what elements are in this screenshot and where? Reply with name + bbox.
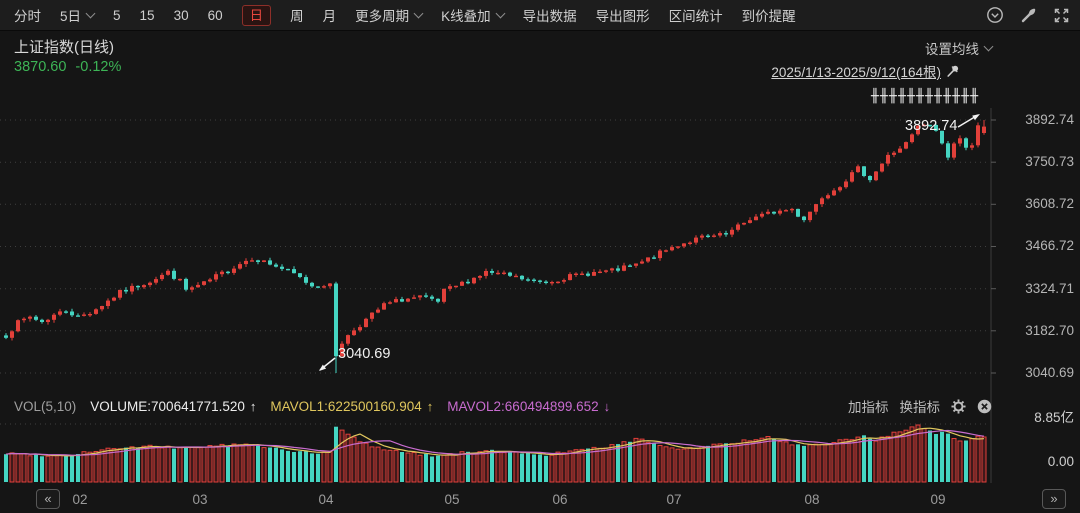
chevron-down-icon <box>495 8 506 19</box>
candle-series <box>4 120 986 373</box>
annotation-arrows <box>319 114 980 371</box>
y-axis-label: 3750.73 <box>1025 154 1074 170</box>
chevron-down-icon <box>413 8 424 19</box>
toolbar-item-6[interactable]: 日 <box>241 4 272 26</box>
volume-indicator-header: VOL(5,10) VOLUME:700641771.520 ↑ MAVOL1:… <box>14 395 624 417</box>
toolbar-item-4[interactable]: 30 <box>173 7 189 23</box>
toolbar-item-1[interactable]: 5日 <box>60 5 96 25</box>
add-indicator-button[interactable]: 加指标 <box>848 400 889 415</box>
toolbar-right-icons <box>986 6 1070 24</box>
volume-axis-max: 8.85亿 <box>1034 410 1074 425</box>
y-axis-label: 3182.70 <box>1025 322 1074 338</box>
mavol1-up-arrow-icon: ↑ <box>426 398 434 414</box>
volume-tools: 加指标 换指标 <box>848 395 992 417</box>
toolbar-item-10[interactable]: K线叠加 <box>441 5 506 25</box>
volume-indicator-name: VOL(5,10) <box>14 398 77 414</box>
toolbar-item-11[interactable]: 导出数据 <box>522 9 577 24</box>
y-axis-label: 3324.71 <box>1025 280 1074 296</box>
toolbar-item-14[interactable]: 到价提醒 <box>741 9 796 24</box>
x-axis-label: 08 <box>804 492 820 507</box>
fullscreen-icon[interactable] <box>1052 6 1070 24</box>
x-axis-label: 05 <box>444 492 460 507</box>
toolbar-item-5[interactable]: 60 <box>207 7 223 23</box>
volume-axis-min: 0.00 <box>1047 454 1074 469</box>
period-toolbar: 分时 5日 5 15 30 60 日 周 月 更多周期 K线叠加 导出数据 导出图形 区间统计 到价提醒 <box>0 0 1080 31</box>
period-toolbar-items: 分时 5日 5 15 30 60 日 周 月 更多周期 K线叠加 导出数据 导出图形 区间统计 到价提醒 <box>14 4 986 26</box>
date-range: 2025/1/13-2025/9/12(164根) <box>771 61 960 81</box>
y-axis-label: 3892.74 <box>1025 112 1074 127</box>
toolbar-item-3[interactable]: 15 <box>139 7 155 23</box>
quote-row: 3870.60 -0.12% <box>14 59 121 75</box>
toolbar-item-13[interactable]: 区间统计 <box>668 9 723 24</box>
y-axis-label: 3466.72 <box>1025 238 1074 254</box>
x-axis-label: 04 <box>318 492 334 507</box>
close-circle-icon[interactable] <box>977 399 992 414</box>
high-annotation-label: 3892.74 <box>905 118 958 134</box>
x-axis-label: 09 <box>930 492 946 507</box>
volume-series <box>4 424 987 483</box>
chevron-circle-icon[interactable] <box>986 6 1004 24</box>
scroll-left-button[interactable]: « <box>36 489 60 509</box>
toolbar-item-0[interactable]: 分时 <box>14 9 41 24</box>
scroll-right-button[interactable]: » <box>1042 489 1066 509</box>
chart-title: 上证指数(日线) <box>14 39 114 56</box>
y-axis-label: 3040.69 <box>1025 365 1074 380</box>
ma-settings-button[interactable]: 设置均线 <box>925 38 994 58</box>
switch-indicator-button[interactable]: 换指标 <box>899 400 941 415</box>
volume-up-arrow-icon: ↑ <box>249 398 257 414</box>
x-axis-label: 02 <box>72 492 88 507</box>
gear-icon[interactable] <box>951 398 966 414</box>
mavol1-line <box>5 427 985 457</box>
x-axis-label: 07 <box>666 492 682 507</box>
chevron-down-icon <box>983 41 994 52</box>
toolbar-item-2[interactable]: 5 <box>113 7 121 23</box>
mavol1-value: MAVOL1:622500160.904 <box>270 398 422 414</box>
low-annotation-label: 3040.69 <box>338 346 391 362</box>
mavol2-value: MAVOL2:660494899.652 <box>447 398 599 414</box>
ma-settings-label: 设置均线 <box>925 42 979 57</box>
toolbar-item-9[interactable]: 更多周期 <box>355 5 424 25</box>
x-axis-label: 03 <box>192 492 208 507</box>
range-end-marker: ╫╫╫╫╫╫╫╫╫╫╫╫ <box>871 89 980 104</box>
date-range-link[interactable]: 2025/1/13-2025/9/12(164根) <box>771 65 941 80</box>
toolbar-item-12[interactable]: 导出图形 <box>595 9 650 24</box>
pin-icon[interactable] <box>946 64 960 78</box>
x-axis-label: 06 <box>552 492 568 507</box>
chevron-down-icon <box>85 8 96 19</box>
toolbar-item-8[interactable]: 月 <box>322 9 337 24</box>
mavol2-line <box>5 429 985 456</box>
volume-value: VOLUME:700641771.520 <box>90 398 245 414</box>
change-percent: -0.12% <box>75 59 122 75</box>
toolbar-item-7[interactable]: 周 <box>290 9 304 24</box>
brush-icon[interactable] <box>1019 6 1037 24</box>
last-price: 3870.60 <box>14 59 67 75</box>
gridlines <box>0 108 996 483</box>
y-axis-label: 3608.72 <box>1025 196 1074 212</box>
mavol2-down-arrow-icon: ↓ <box>603 398 611 414</box>
